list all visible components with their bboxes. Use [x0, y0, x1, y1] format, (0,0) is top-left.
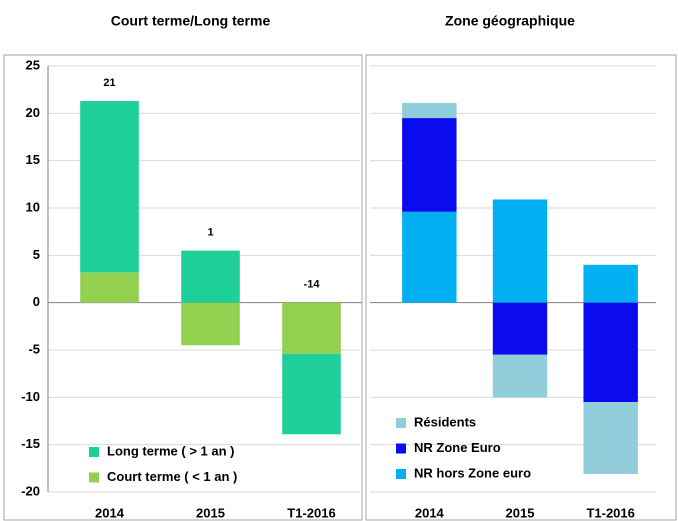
legend-label: NR Zone Euro — [414, 440, 501, 455]
legend-swatch — [396, 469, 406, 479]
x-tick-label: 2015 — [196, 505, 225, 520]
bar-segment — [181, 302, 240, 346]
y-tick-label: -15 — [21, 436, 40, 451]
total-label: 1 — [207, 227, 213, 239]
bar-segment — [80, 101, 139, 273]
legend-label: Long terme ( > 1 an ) — [107, 443, 235, 458]
y-tick-label: -20 — [21, 483, 40, 498]
legend-swatch — [396, 418, 406, 428]
legend-swatch — [89, 472, 99, 483]
panel-frame — [3, 54, 363, 521]
bar-segment — [402, 102, 457, 119]
x-tick-label: 2014 — [415, 505, 445, 520]
x-tick-label: 2015 — [506, 505, 535, 520]
bar-segment — [583, 402, 638, 475]
total-label: -14 — [304, 279, 321, 291]
bar-segment — [492, 199, 548, 303]
panel-frame — [365, 54, 677, 521]
y-tick-label: 0 — [33, 294, 40, 309]
bar-segment — [402, 118, 457, 212]
x-tick-label: T1-2016 — [586, 505, 634, 520]
legend-label: NR hors Zone euro — [414, 465, 531, 480]
chart-title: Zone géographique — [445, 13, 575, 29]
bar-segment — [583, 264, 638, 303]
bar-segment — [80, 272, 139, 303]
y-tick-label: 20 — [26, 105, 40, 120]
y-tick-label: 10 — [26, 199, 40, 214]
bar-segment — [492, 354, 548, 398]
bar-segment — [402, 211, 457, 303]
bar-segment — [282, 353, 341, 435]
legend-swatch — [396, 443, 406, 454]
y-tick-label: 25 — [26, 57, 40, 72]
legend-label: Court terme ( < 1 an ) — [107, 469, 237, 484]
x-tick-label: T1-2016 — [287, 505, 335, 520]
legend-label: Résidents — [414, 414, 476, 429]
y-tick-label: -5 — [28, 341, 40, 356]
chart-title: Court terme/Long terme — [111, 13, 271, 29]
bar-segment — [181, 250, 240, 303]
total-label: 21 — [103, 77, 115, 89]
bar-segment — [492, 302, 548, 355]
y-tick-label: -10 — [21, 389, 40, 404]
y-tick-label: 15 — [26, 152, 40, 167]
bar-segment — [583, 302, 638, 403]
y-tick-label: 5 — [33, 247, 40, 262]
x-tick-label: 2014 — [95, 505, 125, 520]
legend-swatch — [89, 447, 99, 457]
bar-segment — [282, 302, 341, 354]
